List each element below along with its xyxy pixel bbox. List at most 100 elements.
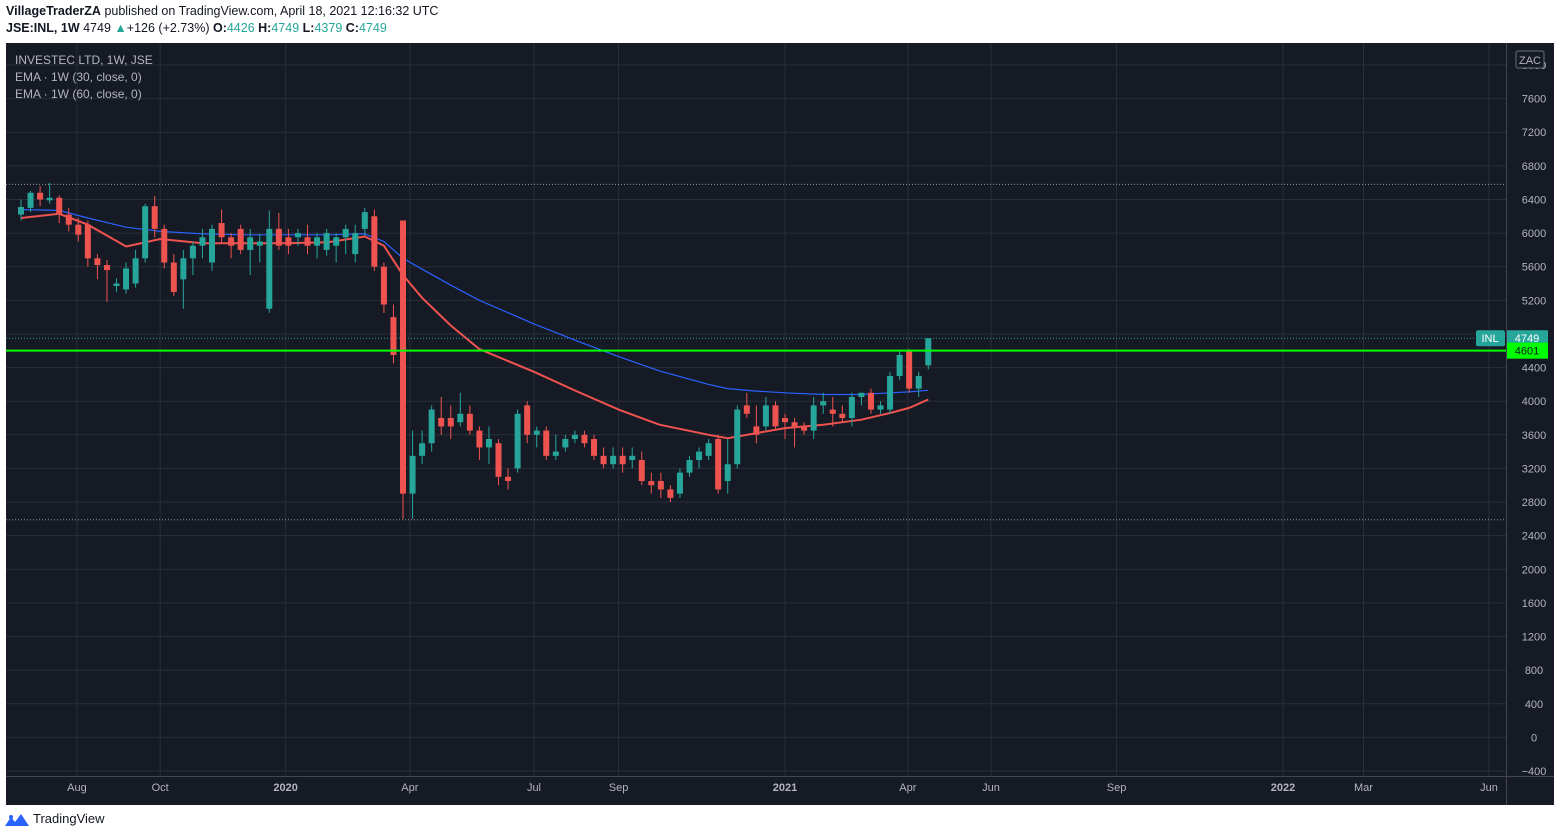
candle-body — [533, 430, 540, 435]
chart-panel[interactable]: −400 0 400 800 1200 1600 2000 2400 2800 3200 3600 4… — [6, 43, 1554, 805]
candle-body — [524, 405, 531, 435]
publish-text: published on TradingView.com, April 18, … — [104, 4, 439, 18]
candle — [275, 212, 282, 250]
candle-body — [132, 258, 139, 284]
candle — [94, 254, 101, 280]
x-tick-label: Jun — [982, 782, 1000, 794]
candle — [342, 224, 349, 255]
candle — [801, 422, 808, 435]
candle-body — [371, 216, 378, 267]
x-tick-label: Mar — [1354, 782, 1373, 794]
candle-body — [314, 237, 321, 246]
candle — [810, 396, 817, 440]
change-arrow-icon: ▲ — [114, 21, 127, 35]
close-value: 4749 — [358, 21, 387, 35]
candle-body — [228, 237, 235, 246]
ohlc-bar: JSE:INL, 1W 4749 ▲+126 (+2.73%) O:4426 H… — [6, 21, 387, 35]
candle — [46, 182, 53, 204]
candle-body — [476, 430, 483, 448]
low-label: L: — [302, 21, 315, 35]
plot-background — [6, 43, 1554, 805]
price-axis-background — [1506, 43, 1554, 805]
low-value: 4379 — [314, 21, 343, 35]
candle — [323, 228, 330, 256]
candle-body — [113, 283, 120, 287]
candle — [762, 396, 769, 431]
y-tick-label: 4400 — [1522, 363, 1546, 375]
legend-ema30[interactable]: EMA · 1W (30, close, 0) — [15, 70, 142, 84]
footer-brand: TradingView — [33, 811, 105, 826]
candle — [380, 262, 387, 313]
candle — [667, 485, 674, 503]
candle-body — [237, 228, 244, 250]
legend-ema60[interactable]: EMA · 1W (60, close, 0) — [15, 87, 142, 101]
candle — [753, 405, 760, 444]
candle — [304, 224, 311, 255]
open-value: 4426 — [226, 21, 255, 35]
candle-body — [352, 233, 359, 255]
candle-body — [629, 455, 636, 461]
symbol-tag-label: INL — [1481, 333, 1498, 345]
candle — [629, 447, 636, 469]
candle — [400, 220, 407, 519]
candle — [199, 228, 206, 259]
y-tick-label: 1200 — [1522, 632, 1546, 644]
candle-body — [27, 192, 34, 208]
price-chart[interactable]: −400 0 400 800 1200 1600 2000 2400 2800 3200 3600 4… — [6, 43, 1554, 805]
y-tick-label: 3600 — [1522, 430, 1546, 442]
candle — [782, 413, 789, 440]
y-tick-label: 6800 — [1522, 161, 1546, 173]
candle — [867, 388, 874, 414]
candle — [514, 409, 521, 473]
candle — [858, 392, 865, 406]
candle — [743, 392, 750, 418]
candle — [27, 191, 34, 213]
candle-body — [180, 258, 187, 280]
candle — [333, 233, 340, 263]
x-tick-label: 2022 — [1271, 782, 1295, 794]
candle-body — [571, 434, 578, 440]
candle-body — [256, 241, 263, 246]
y-tick-label: 800 — [1525, 665, 1543, 677]
candle — [610, 447, 617, 469]
candle — [581, 430, 588, 448]
candle-body — [457, 413, 464, 423]
support-price-tag — [1507, 342, 1548, 359]
candle — [447, 405, 454, 440]
price-change: +126 (+2.73%) — [126, 21, 210, 35]
candle-body — [906, 350, 913, 389]
candle-body — [619, 455, 626, 465]
high-value: 4749 — [271, 21, 300, 35]
candle-body — [562, 439, 569, 448]
candle — [285, 228, 292, 255]
candle — [409, 430, 416, 519]
candle-body — [380, 266, 387, 305]
publisher-name[interactable]: VillageTraderZA — [6, 4, 101, 18]
candle — [228, 233, 235, 259]
candle-body — [18, 207, 24, 215]
candle-body — [409, 455, 416, 494]
candle-body — [103, 265, 110, 271]
y-tick-label: 2400 — [1522, 531, 1546, 543]
last-price-tag — [1507, 330, 1548, 347]
last-price-label: 4749 — [1515, 333, 1539, 345]
candle — [877, 401, 884, 414]
candle-body — [743, 405, 750, 414]
x-tick-label: 2021 — [773, 782, 797, 794]
candle — [552, 434, 559, 461]
candle-body — [552, 451, 559, 456]
candle — [705, 439, 712, 461]
y-tick-label: 6400 — [1522, 194, 1546, 206]
candle — [485, 426, 492, 465]
x-tick-label: Sep — [609, 782, 629, 794]
candle-body — [715, 439, 722, 490]
candle — [180, 249, 187, 309]
candle-body — [676, 472, 683, 494]
candle-body — [705, 443, 712, 456]
candle-body — [170, 262, 177, 292]
currency-badge — [1515, 50, 1545, 69]
candle — [438, 396, 445, 435]
candle — [65, 207, 72, 232]
candle — [56, 195, 63, 224]
candle-body — [94, 258, 101, 266]
